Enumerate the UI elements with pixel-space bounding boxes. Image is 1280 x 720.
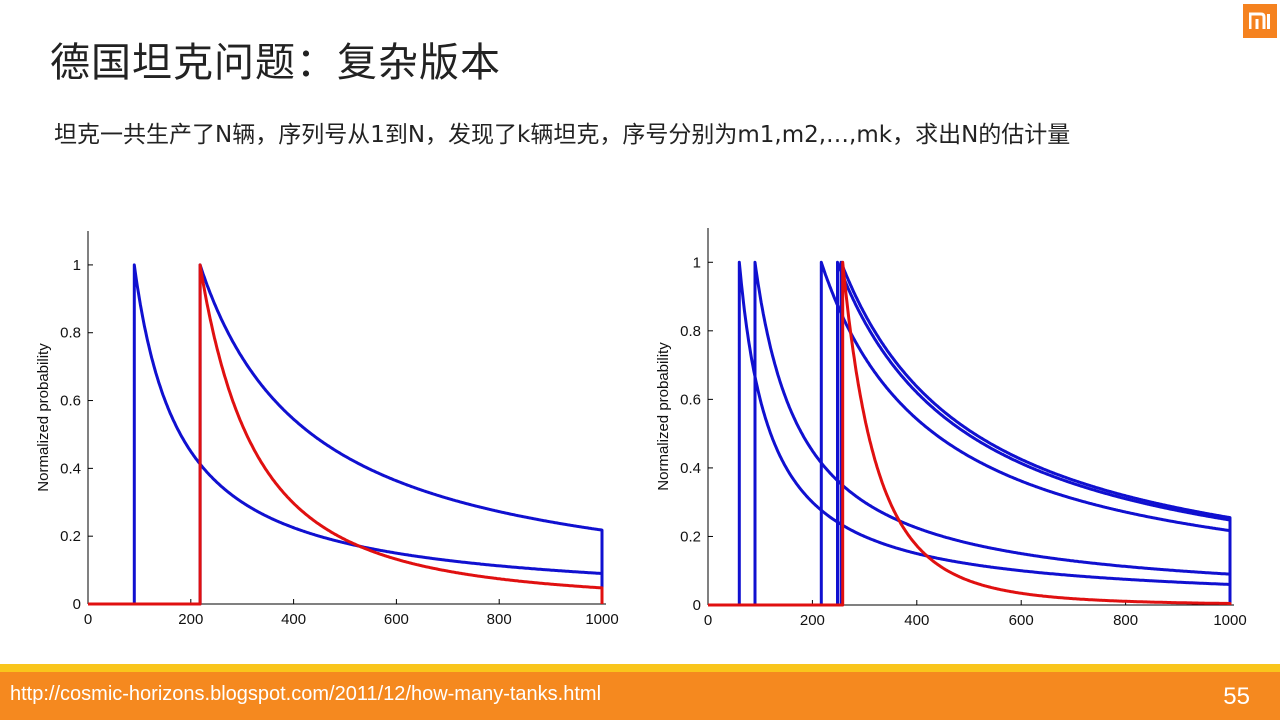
x-tick-label: 800	[487, 611, 512, 628]
slide-subtitle: 坦克一共生产了N辆，序列号从1到N，发现了k辆坦克，序号分别为m1,m2,…,m…	[54, 122, 1071, 148]
chart-left: 0 200 400 600 800 1000 0 0.2 0.4 0.6 0.8 1 Normalize…	[35, 231, 619, 628]
y-tick-label: 0.6	[680, 391, 701, 408]
series-line	[708, 260, 1232, 607]
x-tick-label: 0	[704, 612, 712, 629]
x-tick-label: 600	[1009, 612, 1034, 629]
x-tick-label: 800	[1113, 612, 1138, 629]
y-tick-label: 0	[73, 596, 81, 613]
y-tick-label: 0.4	[680, 460, 701, 477]
y-axis-label: Normalized probability	[655, 342, 672, 491]
x-tick-label: 600	[384, 611, 409, 628]
x-tick-label: 200	[800, 612, 825, 629]
x-tick-label: 0	[84, 611, 92, 628]
series-line	[88, 263, 604, 606]
series-line	[88, 263, 604, 606]
y-tick-label: 0.4	[60, 460, 81, 477]
footer-source-link[interactable]: http://cosmic-horizons.blogspot.com/2011…	[10, 683, 602, 705]
y-tick-label: 0.2	[60, 528, 81, 545]
footer-stripe	[0, 664, 1280, 672]
x-tick-label: 1000	[585, 611, 618, 628]
x-tick-label: 400	[281, 611, 306, 628]
y-tick-label: 0	[693, 597, 701, 614]
x-tick-label: 200	[178, 611, 203, 628]
series-line	[708, 260, 1232, 607]
y-tick-label: 0.8	[60, 325, 81, 342]
series-line	[88, 263, 604, 606]
series-line	[708, 260, 1232, 607]
page-number: 55	[1223, 683, 1250, 710]
series-line	[708, 260, 1232, 607]
y-tick-label: 1	[693, 254, 701, 271]
y-tick-label: 0.6	[60, 393, 81, 410]
footer-bar: http://cosmic-horizons.blogspot.com/2011…	[0, 672, 1280, 720]
chart-right: 0 200 400 600 800 1000 0 0.2 0.4 0.6 0.8 1 Normalize…	[655, 228, 1247, 629]
y-tick-label: 0.8	[680, 323, 701, 340]
y-tick-label: 1	[73, 257, 81, 274]
x-tick-label: 1000	[1213, 612, 1246, 629]
slide-title: 德国坦克问题：复杂版本	[50, 40, 501, 86]
x-tick-label: 400	[904, 612, 929, 629]
y-tick-label: 0.2	[680, 528, 701, 545]
series-line	[708, 260, 1232, 607]
mi-logo-icon	[1243, 4, 1277, 38]
series-line	[708, 260, 1232, 607]
y-axis-label: Normalized probability	[35, 343, 52, 492]
